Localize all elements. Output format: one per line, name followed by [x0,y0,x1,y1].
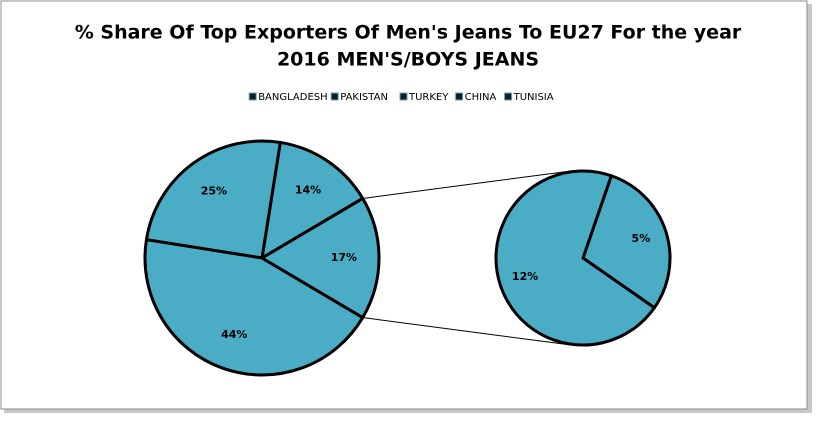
data-label: 12% [512,270,538,283]
pie-slice [260,140,365,260]
legend-label: CHINA [465,92,497,103]
chart-title: % Share Of Top Exporters Of Men's Jeans … [75,22,742,44]
pie-slice [144,139,282,260]
connector-line [362,317,572,346]
legend-swatch [399,92,408,101]
legend-label: PAKISTAN [340,92,388,103]
legend: BANGLADESH PAKISTAN TURKEY CHINA TUNISIA [248,92,554,103]
data-label: 25% [201,185,227,198]
pie-slice [494,169,656,347]
data-label: 5% [632,232,651,245]
legend-label: TURKEY [408,92,449,103]
chart-subtitle: 2016 MEN'S/BOYS JEANS [277,49,539,71]
legend-swatch [455,92,464,101]
legend-swatch [330,92,339,101]
data-label: 14% [295,183,321,196]
legend-swatch [248,92,257,101]
data-label: 44% [221,328,247,341]
legend-swatch [504,92,513,101]
data-label: 17% [331,251,357,264]
legend-label: BANGLADESH [258,92,327,103]
connector-line [362,170,572,199]
pie-slice [143,238,365,377]
pie-slice [260,196,381,320]
frame [0,0,808,410]
pie-slice [581,174,672,310]
legend-label: TUNISIA [513,92,554,103]
